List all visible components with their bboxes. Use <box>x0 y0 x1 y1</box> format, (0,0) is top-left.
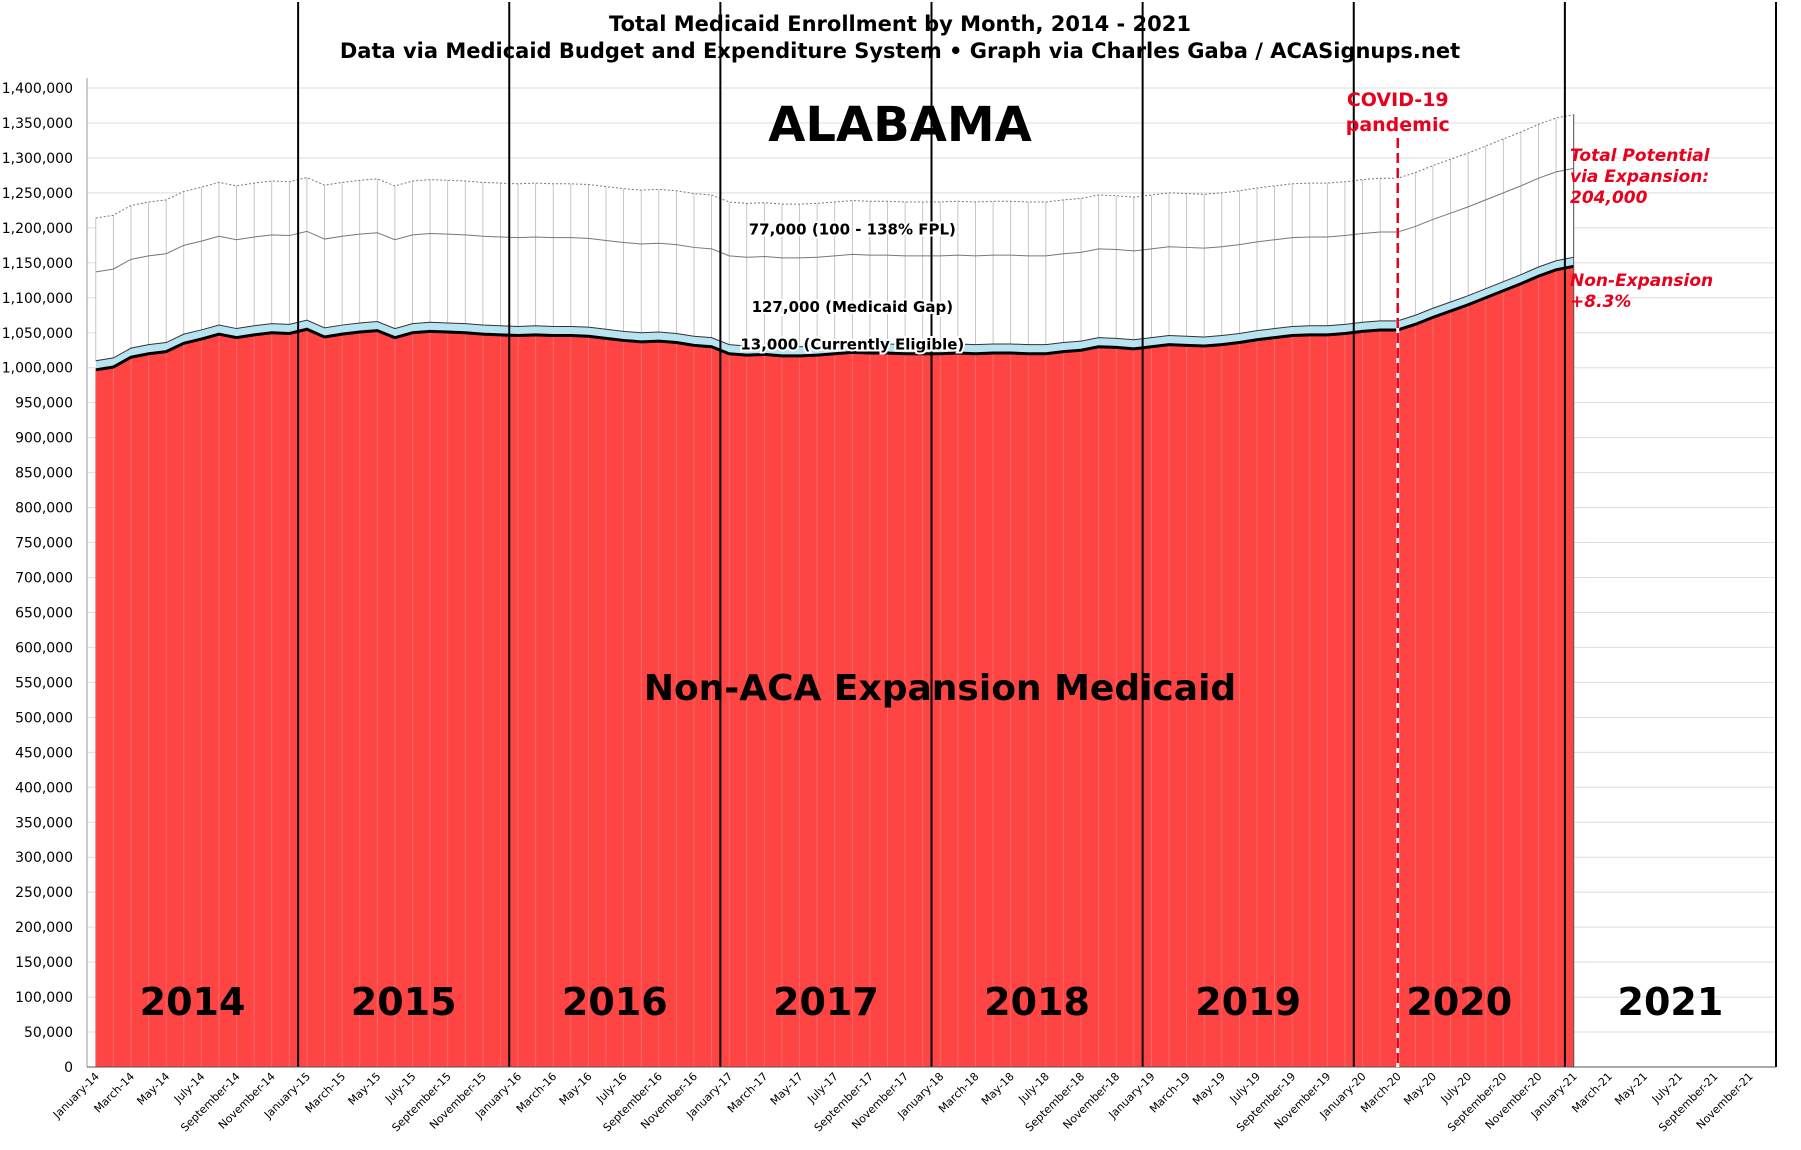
y-tick-label: 950,000 <box>15 396 73 412</box>
covid-label: pandemic <box>1346 114 1450 136</box>
y-tick-label: 850,000 <box>15 466 73 482</box>
y-tick-label: 700,000 <box>15 571 73 587</box>
year-label: 2015 <box>351 980 457 1024</box>
medicaid-gap-label: 127,000 (Medicaid Gap) <box>752 298 954 316</box>
total-potential-label: Total Potential <box>1570 146 1711 166</box>
series-boundaries <box>95 114 1575 1067</box>
currently-eligible-line <box>95 256 1574 362</box>
y-tick-label: 900,000 <box>15 431 73 447</box>
y-tick-label: 100,000 <box>15 990 73 1006</box>
y-tick-label: 650,000 <box>15 605 73 621</box>
chart-subtitle: Data via Medicaid Budget and Expenditure… <box>340 39 1460 63</box>
area-label: Non-ACA Expansion Medicaid <box>644 668 1236 709</box>
y-tick-label: 1,300,000 <box>2 151 73 167</box>
year-divider-lines <box>297 2 1777 1067</box>
non-expansion-line <box>95 264 1574 372</box>
y-tick-label: 500,000 <box>15 710 73 726</box>
y-tick-label: 350,000 <box>15 815 73 831</box>
year-label: 2016 <box>562 980 668 1024</box>
axes <box>86 78 1776 1068</box>
y-tick-label: 1,150,000 <box>2 256 73 272</box>
y-tick-label: 50,000 <box>24 1025 73 1041</box>
year-label: 2018 <box>984 980 1090 1024</box>
y-tick-label: 1,250,000 <box>2 186 73 202</box>
non-expansion-label: Non-Expansion <box>1570 271 1713 291</box>
y-tick-label: 300,000 <box>15 850 73 866</box>
y-tick-label: 600,000 <box>15 640 73 656</box>
month-lines <box>95 114 1575 1067</box>
year-labels: 2014 2015 2016 2017 2018 2019 2020 2021 <box>140 980 1724 1024</box>
y-tick-label: 400,000 <box>15 780 73 796</box>
y-tick-label: 200,000 <box>15 920 73 936</box>
year-label: 2020 <box>1406 980 1512 1024</box>
y-tick-label: 1,400,000 <box>2 81 73 97</box>
y-tick-label: 1,350,000 <box>2 116 73 132</box>
y-tick-label: 750,000 <box>15 536 73 552</box>
year-label: 2021 <box>1618 980 1724 1024</box>
total-potential-label: via Expansion: <box>1570 167 1709 187</box>
year-label: 2014 <box>140 980 246 1024</box>
state-label: ALABAMA <box>768 97 1032 153</box>
annotations: 77,000 (100 - 138% FPL) 127,000 (Medicaid… <box>738 89 1713 1067</box>
y-tick-label: 550,000 <box>15 675 73 691</box>
total-potential-line <box>95 114 1574 219</box>
y-tick-label: 1,000,000 <box>2 361 73 377</box>
y-tick-label: 0 <box>64 1060 73 1076</box>
series-area-1 <box>95 257 1574 370</box>
y-tick-labels: 0 50,000 100,000 150,000 200,000 250,000 300,0… <box>2 81 73 1076</box>
y-tick-label: 1,100,000 <box>2 291 73 307</box>
total-potential-label: 204,000 <box>1570 188 1648 208</box>
y-tick-label: 150,000 <box>15 955 73 971</box>
covid-label: COVID-19 <box>1347 89 1449 111</box>
y-tick-label: 800,000 <box>15 501 73 517</box>
y-tick-label: 450,000 <box>15 745 73 761</box>
y-tick-label: 250,000 <box>15 885 73 901</box>
fpl-label: 77,000 (100 - 138% FPL) <box>749 220 956 238</box>
medicaid-gap-line <box>95 167 1574 273</box>
year-label: 2017 <box>773 980 879 1024</box>
currently-eligible-label: 13,000 (Currently Eligible) <box>740 336 964 354</box>
y-tick-label: 1,050,000 <box>2 326 73 342</box>
non-expansion-label: +8.3% <box>1570 292 1631 312</box>
y-tick-label: 1,200,000 <box>2 221 73 237</box>
chart-title: Total Medicaid Enrollment by Month, 2014… <box>609 12 1191 36</box>
year-label: 2019 <box>1195 980 1301 1024</box>
